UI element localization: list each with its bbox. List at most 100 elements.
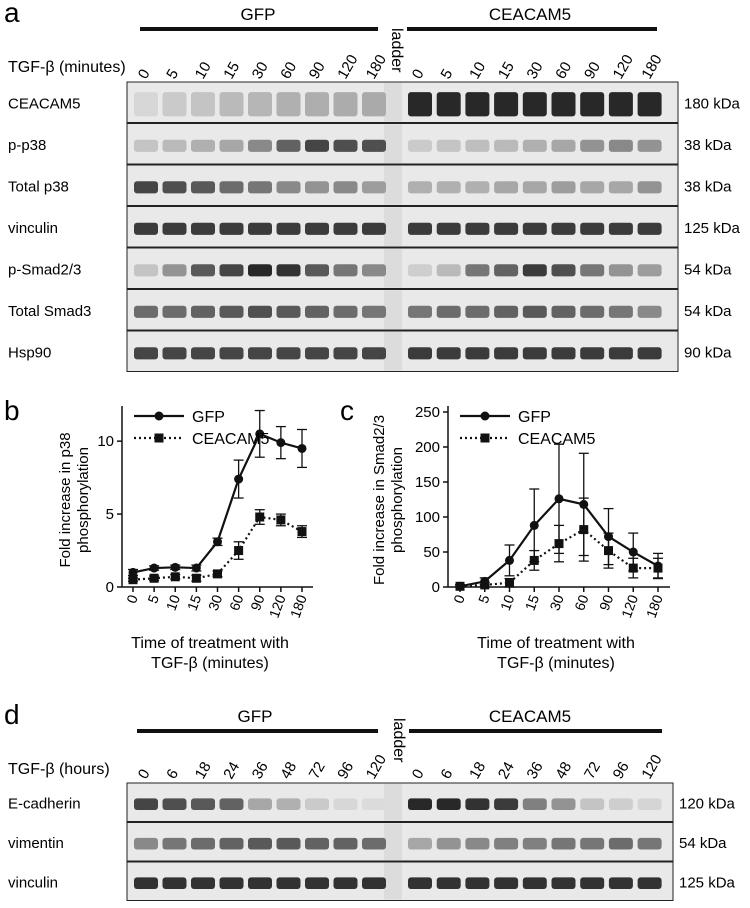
gfp-band [162,92,187,117]
data-point [297,527,307,537]
legend-marker [154,433,164,443]
gfp-band [219,837,244,850]
timepoint-label: 90 [306,59,329,82]
panel-b-ylabel-line2: phosphorylation [75,447,92,553]
ceacam5-band [608,798,633,810]
ceacam5-band [494,181,519,194]
ceacam5-band [436,181,461,194]
timepoint-label: 0 [135,766,154,782]
panel-b-xlabel-line2: TGF-β (minutes) [151,655,269,672]
ceacam5-band [408,181,432,194]
panel-a-blots: CEACAM5 180 kDa p-p38 38 kDa Total p38 38 kDa… [8,81,741,372]
ceacam5-band [551,305,576,318]
gfp-band [219,798,244,810]
ceacam5-band [580,305,605,318]
gfp-band [276,181,301,194]
gfp-band [162,877,187,889]
x-tick-label: 10 [163,592,183,612]
data-point [604,546,613,556]
data-point [149,563,159,573]
y-tick-label: 150 [415,474,440,491]
ceacam5-band [608,181,633,194]
gfp-band [333,305,358,318]
panel-d-blots: E-cadherin 120 kDa vimentin 54 kDa vinculin 1… [8,782,736,901]
timepoint-label: 15 [495,59,518,82]
ceacam5-band [436,877,461,889]
x-tick-label: 90 [596,592,616,612]
ceacam5-band [522,798,547,810]
ceacam5-band [551,877,576,889]
timepoint-label: 0 [409,66,428,82]
gfp-band [276,837,301,850]
ceacam5-band [522,877,547,889]
timepoint-label: 120 [363,752,390,782]
x-tick-label: 10 [497,592,517,612]
blot-name-label: Total Smad3 [8,303,91,320]
panel-a-gfp-timepoints: 0 5 10 15 30 60 90 120 180 [135,52,390,82]
gfp-band [276,305,301,318]
legend-label: CEACAM5 [518,431,595,448]
gfp-band [333,139,358,152]
series-ceacam5 [455,497,663,591]
data-point [128,567,138,577]
panel-b: b Fold increase in p38 phosphorylation T… [4,395,313,672]
gfp-band [248,837,272,850]
ceacam5-band [580,837,605,850]
ceacam5-band [608,264,633,277]
panel-a-treatment-label: TGF-β (minutes) [8,59,126,76]
ceacam5-band [608,347,633,360]
ladder-lane [384,249,402,288]
ladder-lane [384,823,402,860]
ceacam5-band [580,181,605,194]
x-tick-label: 60 [571,592,591,612]
gfp-band [191,305,215,318]
timepoint-label: 10 [466,59,489,82]
gfp-band [333,264,358,277]
blot-name-label: p-p38 [8,137,46,154]
gfp-band [134,264,158,277]
timepoint-label: 72 [581,759,604,782]
ladder-lane [384,166,402,205]
gfp-band [134,181,158,194]
x-tick-label: 120 [618,592,641,620]
ceacam5-band [465,305,490,318]
gfp-band [305,92,329,117]
timepoint-label: 60 [277,59,300,82]
ceacam5-band [551,798,576,810]
timepoint-label: 180 [363,52,390,82]
gfp-band [305,139,329,152]
gfp-band [248,264,272,277]
ceacam5-band [436,139,461,152]
gfp-band [134,222,158,235]
gfp-band [362,837,386,850]
y-tick-label: 10 [97,433,114,450]
panel-c-ylabel-line1: Fold increase in Smad2/3 [371,415,388,585]
ceacam5-band [408,347,432,360]
gfp-band [362,305,386,318]
panel-d-ceacam5-label: CEACAM5 [489,707,571,726]
ceacam5-band [408,305,432,318]
blot-name-label: Total p38 [8,178,69,195]
series-ceacam5 [128,509,307,585]
ceacam5-band [494,305,519,318]
blot-row-total-p38: Total p38 38 kDa [8,164,732,206]
data-point [234,474,244,484]
ceacam5-band [551,347,576,360]
x-tick-label: 30 [205,592,225,612]
panel-b-ylabel-line1: Fold increase in p38 [57,432,74,567]
blot-size-label: 125 kDa [684,220,741,237]
blot-row-total-smad3: Total Smad3 54 kDa [8,289,732,331]
panel-d-ceacam5-timepoints: 0 6 18 24 36 48 72 96 120 [409,752,666,782]
panel-d: d GFP CEACAM5 ladder TGF-β (hours) 0 6 18 2… [4,699,736,901]
ceacam5-band [465,877,490,889]
panel-a-ceacam5-timepoints: 0 5 10 15 30 60 90 120 180 [409,52,666,82]
ceacam5-band [637,347,662,360]
ceacam5-band [637,139,662,152]
data-point [128,575,138,585]
gfp-band [333,222,358,235]
gfp-band [248,222,272,235]
ceacam5-band [637,798,662,810]
